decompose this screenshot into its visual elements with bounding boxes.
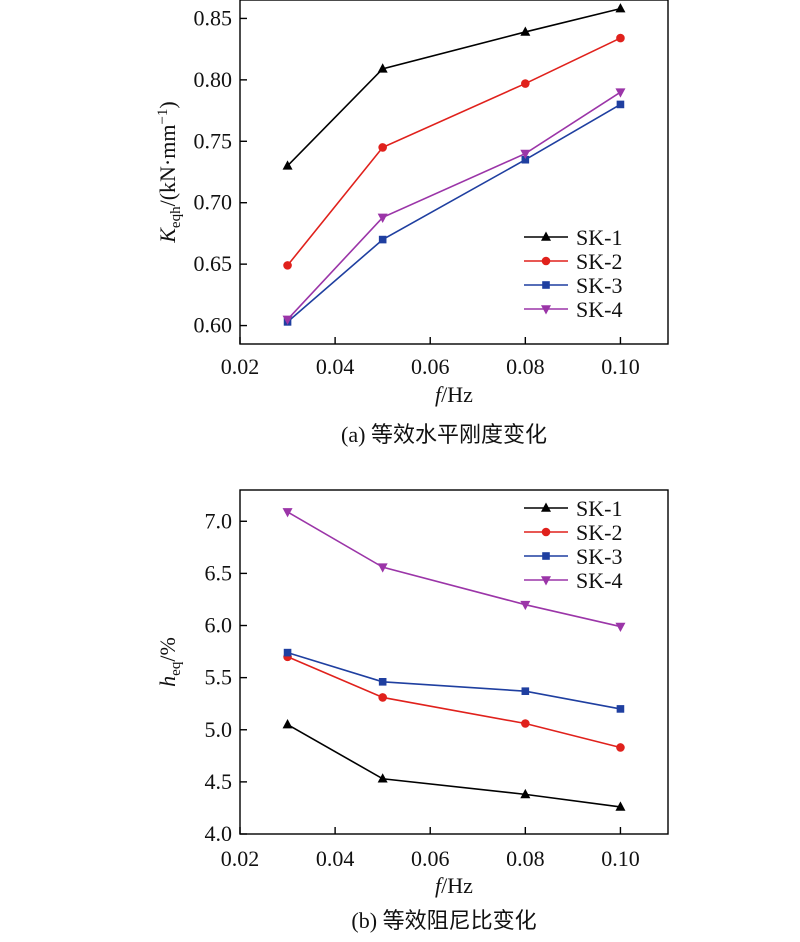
series-line-sk-4: [287, 511, 621, 628]
legend-label: SK-4: [576, 568, 622, 593]
series-line-sk-2: [287, 656, 621, 749]
data-point-sk-2: [521, 79, 530, 88]
legend-label: SK-3: [576, 544, 622, 569]
legend-marker: [541, 502, 551, 512]
data-point-sk-2: [616, 743, 625, 752]
y-tick-label: 5.0: [205, 717, 233, 742]
x-tick-label: 0.06: [411, 354, 450, 379]
data-point-sk-4: [377, 563, 388, 573]
plot-frame: [239, 489, 669, 835]
data-point-sk-1: [282, 719, 293, 729]
data-point-sk-4: [615, 88, 626, 98]
series-line-sk-3: [287, 651, 621, 710]
legend-marker: [541, 256, 551, 266]
y-tick-label: 5.5: [205, 665, 233, 690]
plot-frame: [239, 0, 669, 345]
data-point-sk-1: [377, 63, 388, 73]
data-point-sk-1: [615, 801, 626, 811]
data-point-sk-4: [282, 508, 293, 518]
data-point-sk-1: [282, 160, 293, 170]
legend-marker: [541, 576, 551, 586]
x-tick-label: 0.04: [316, 354, 355, 379]
y-tick-label: 0.60: [194, 313, 233, 338]
legend-marker: [541, 231, 551, 241]
data-point-sk-1: [520, 788, 531, 799]
y-tick-label: 0.80: [194, 67, 233, 92]
x-tick-label: 0.02: [221, 846, 260, 871]
data-point-sk-2: [378, 143, 387, 152]
y-tick-label: 0.75: [194, 128, 233, 153]
data-point-sk-4: [520, 149, 531, 160]
y-axis-title: heq/%: [155, 637, 184, 687]
data-point-sk-4: [377, 213, 388, 223]
data-point-sk-3: [616, 100, 625, 109]
series-line-sk-2: [286, 37, 621, 266]
data-point-sk-3: [521, 687, 530, 695]
legend-marker: [542, 281, 550, 289]
data-point-sk-4: [520, 600, 531, 611]
legend-marker: [541, 305, 551, 315]
y-tick-label: 0.85: [194, 5, 233, 30]
legend-label: SK-2: [576, 520, 622, 545]
y-tick-label: 0.70: [194, 190, 233, 215]
legend-label: SK-1: [576, 225, 622, 250]
legend-label: SK-4: [576, 297, 622, 322]
y-tick-label: 6.0: [205, 613, 233, 638]
x-tick-label: 0.10: [601, 354, 640, 379]
y-tick-label: 6.5: [205, 560, 233, 585]
data-point-sk-3: [378, 235, 387, 244]
chart-caption: (b) 等效阻尼比变化: [351, 908, 536, 933]
y-tick-label: 4.0: [205, 821, 233, 846]
chart-caption: (a) 等效水平刚度变化: [341, 422, 547, 447]
legend-marker: [542, 552, 550, 560]
legend-label: SK-3: [576, 273, 622, 298]
series-line-sk-4: [286, 91, 621, 320]
x-tick-label: 0.04: [316, 846, 355, 871]
x-axis-title: f/Hz: [435, 873, 473, 898]
data-point-sk-1: [377, 773, 388, 783]
series-line-sk-3: [287, 103, 621, 323]
data-point-sk-4: [615, 622, 626, 633]
legend-label: SK-2: [576, 249, 622, 274]
data-point-sk-3: [283, 648, 292, 657]
x-tick-label: 0.10: [601, 846, 640, 871]
data-point-sk-1: [615, 3, 626, 13]
x-tick-label: 0.06: [411, 846, 450, 871]
data-point-sk-3: [616, 705, 625, 713]
series-line-sk-1: [287, 723, 621, 808]
x-axis-title: f/Hz: [435, 382, 473, 407]
y-tick-label: 7.0: [205, 508, 233, 533]
legend-marker: [541, 527, 551, 537]
y-axis-title: Keqh/(kN·mm−1): [155, 101, 184, 244]
data-point-sk-2: [378, 693, 387, 702]
chart-b: 0.02 0.04 0.06 0.08 0.10 4.0 4.5 5.0 5.5 6.0 6.5 7.…: [155, 489, 669, 933]
data-point-sk-2: [521, 719, 530, 728]
x-tick-label: 0.08: [506, 846, 545, 871]
series-line-sk-1: [286, 7, 621, 167]
y-tick-label: 4.5: [205, 769, 233, 794]
data-point-sk-4: [282, 315, 293, 325]
data-point-sk-2: [616, 33, 625, 43]
x-tick-label: 0.02: [221, 354, 260, 379]
data-point-sk-3: [521, 155, 530, 164]
legend-label: SK-1: [576, 496, 622, 521]
y-tick-label: 0.65: [194, 251, 233, 276]
data-point-sk-3: [378, 678, 387, 686]
chart-a: 0.02 0.04 0.06 0.08 0.10 0.60 0.65 0.70 0.75 0.80…: [155, 0, 669, 447]
x-tick-label: 0.08: [506, 354, 545, 379]
data-point-sk-1: [520, 26, 531, 36]
data-point-sk-2: [283, 261, 292, 270]
